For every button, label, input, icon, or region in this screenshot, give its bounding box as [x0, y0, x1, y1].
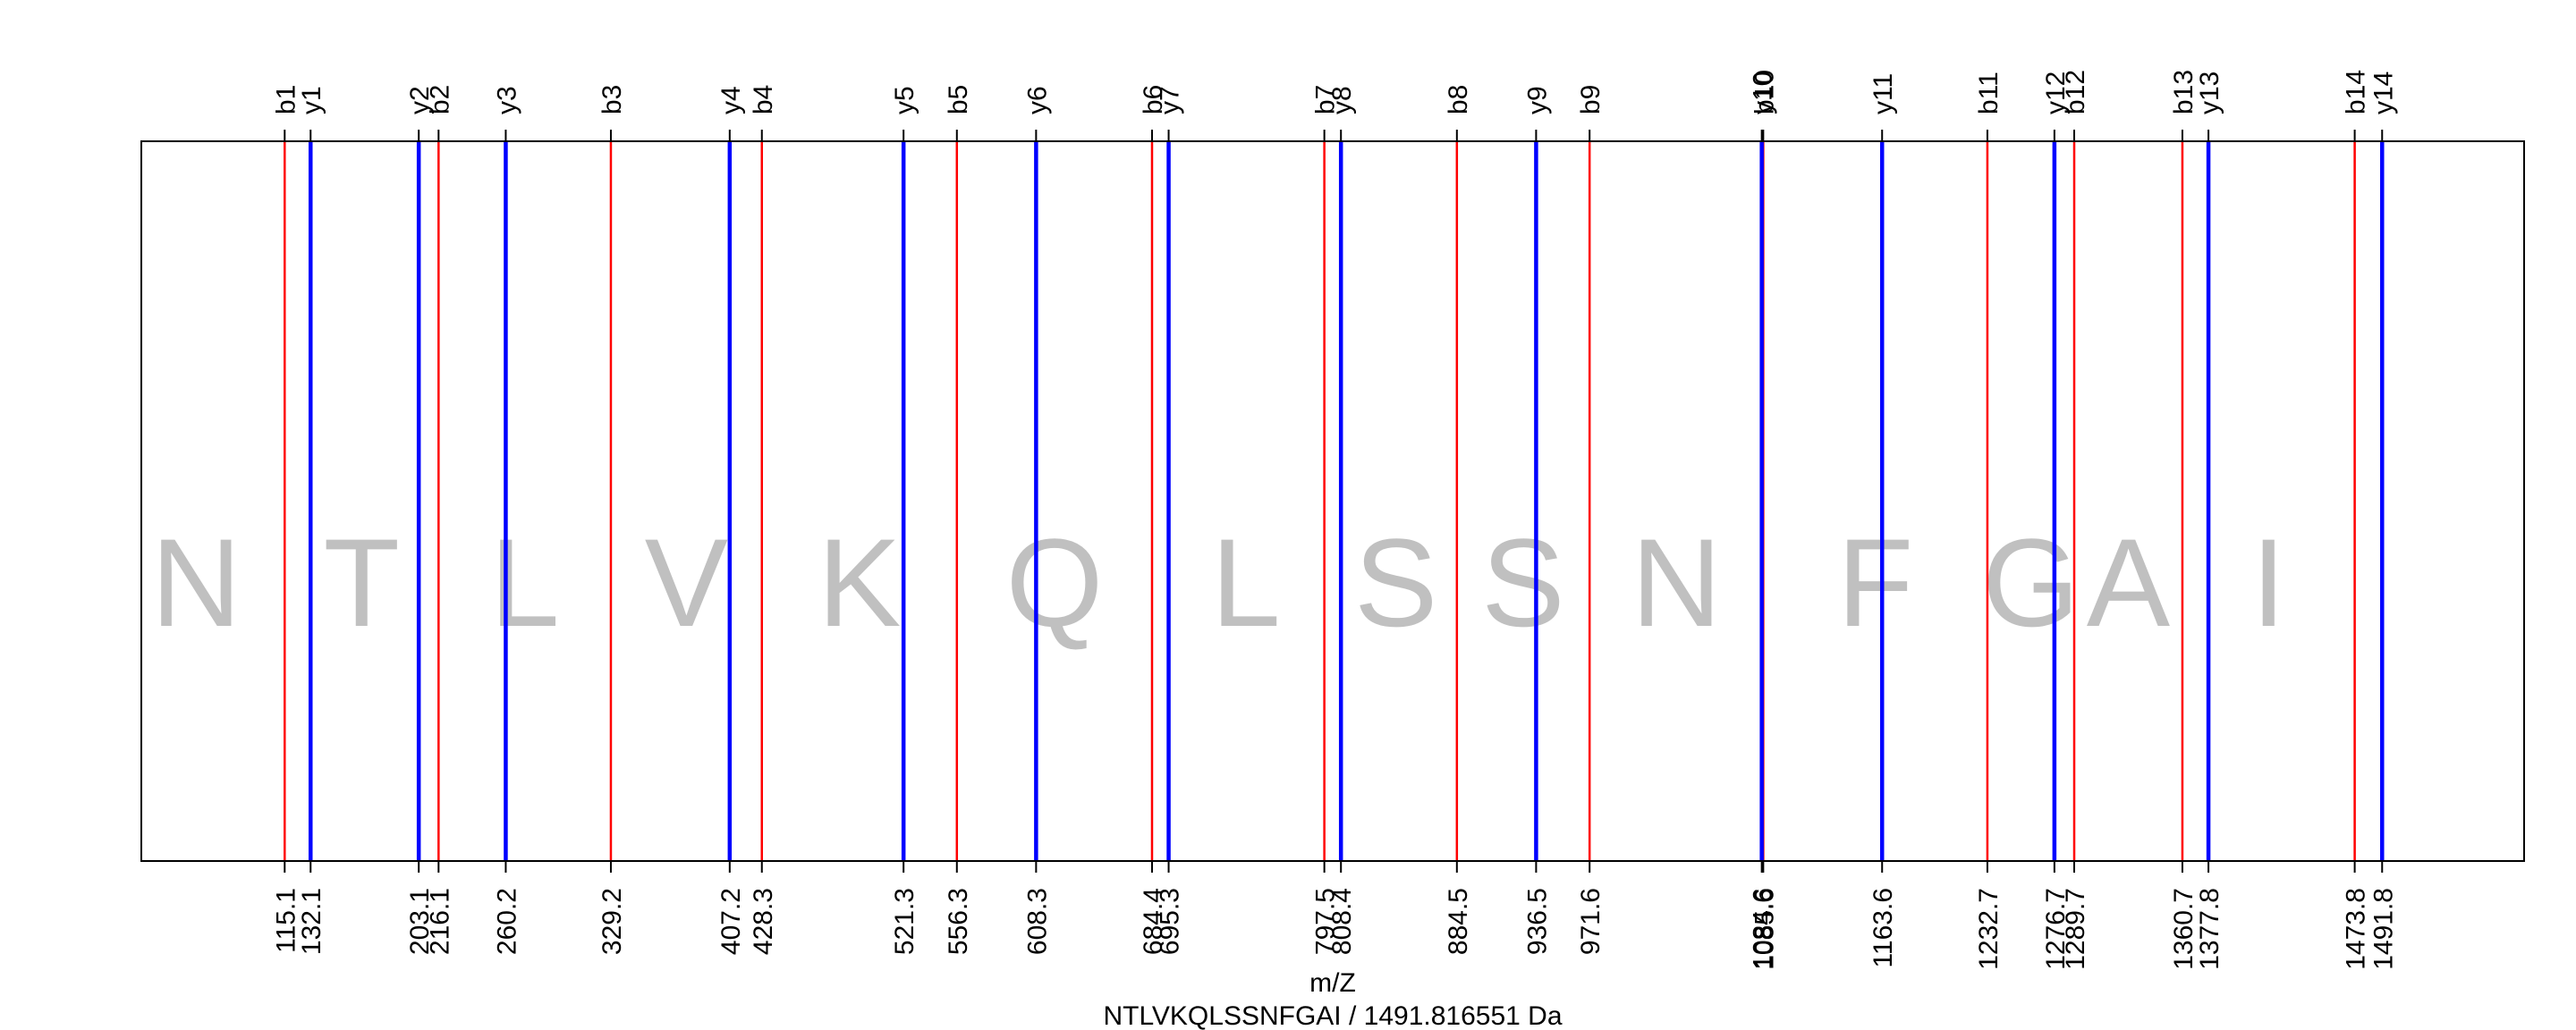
b-ion-mz-label: 216.1 — [425, 888, 454, 955]
b-ion-name-label: b6 — [1139, 85, 1168, 114]
ion-labels: b1 115.1 b2 216.1 b3 329.2 b4 428.3 b5 556.3 b6 684… — [271, 70, 2398, 970]
y-ion-name-label: y3 — [492, 86, 521, 114]
b-ion-name-label: b14 — [2342, 70, 2371, 114]
b-ion-mz-label: 556.3 — [944, 888, 973, 955]
residue-letter: G — [1982, 512, 2080, 653]
ion-lines — [284, 141, 2385, 861]
y-ion-name-label: y6 — [1022, 86, 1052, 114]
b-ion-mz-label: 884.5 — [1444, 888, 1473, 955]
y-ion-name-label: y11 — [1868, 73, 1898, 114]
y-ion-mz-label: 1163.6 — [1868, 888, 1898, 968]
residue-letter: I — [2251, 512, 2286, 653]
b-ion-mz-label: 428.3 — [749, 888, 778, 955]
residue-letter: F — [1837, 512, 1914, 653]
y-ion-name-label: y7 — [1156, 86, 1185, 114]
b-ion-name-label: b2 — [425, 85, 454, 114]
b-ion-mz-label: 1085.6 — [1750, 888, 1779, 970]
y-ion-name-label: y4 — [716, 86, 746, 114]
residue-letter: K — [818, 512, 901, 653]
residue-letter: T — [324, 512, 401, 653]
b-ion-name-label: b13 — [2169, 70, 2199, 114]
y-ion-mz-label: 260.2 — [492, 888, 521, 955]
y-ion-mz-label: 1276.7 — [2041, 888, 2071, 970]
y-ion-name-label: y1 — [297, 86, 326, 114]
y-ion-name-label: y13 — [2195, 72, 2224, 114]
b-ion-name-label: b10 — [1750, 70, 1779, 114]
residue-letter: L — [1211, 512, 1281, 653]
b-ion-name-label: b5 — [944, 85, 973, 114]
b-ion-name-label: b4 — [749, 85, 778, 114]
plot-frame — [140, 140, 2525, 862]
b-ion-mz-label: 1473.8 — [2342, 888, 2371, 970]
b-ion-name-label: b1 — [271, 85, 301, 114]
b-ion-name-label: b9 — [1576, 85, 1606, 114]
residue-letter: A — [2087, 512, 2171, 653]
b-ion-mz-label: 1289.7 — [2061, 888, 2090, 970]
y-ion-name-label: y5 — [890, 86, 919, 114]
y-ion-mz-label: 1377.8 — [2195, 888, 2224, 970]
y-ion-mz-label: 132.1 — [297, 888, 326, 955]
b-ion-name-label: b11 — [1974, 72, 2004, 114]
y-ion-name-label: y10 — [1749, 72, 1778, 114]
b-ion-mz-label: 1360.7 — [2169, 888, 2199, 970]
y-ion-name-label: y12 — [2041, 72, 2071, 114]
y-ion-mz-label: 203.1 — [405, 888, 435, 955]
residue-letter: L — [490, 512, 560, 653]
y-ion-mz-label: 407.2 — [716, 888, 746, 955]
residue-letter: S — [1354, 512, 1437, 653]
residue-letter: S — [1481, 512, 1564, 653]
residue-letter: N — [151, 512, 242, 653]
y-ion-mz-label: 1491.8 — [2368, 888, 2398, 970]
residue-letter: V — [645, 512, 728, 653]
x-axis-label: m/Z — [1309, 968, 1356, 998]
b-ion-name-label: b12 — [2061, 70, 2090, 114]
b-ion-name-label: b8 — [1444, 85, 1473, 114]
y-ion-mz-label: 521.3 — [890, 888, 919, 955]
b-ion-mz-label: 115.1 — [271, 888, 301, 953]
y-ion-mz-label: 808.4 — [1327, 888, 1357, 955]
b-ion-mz-label: 329.2 — [597, 888, 627, 955]
b-ion-mz-label: 971.6 — [1576, 888, 1606, 955]
chart-title: NTLVKQLSSNFGAI / 1491.816551 Da — [1103, 1001, 1562, 1030]
residue-letter: N — [1631, 512, 1722, 653]
b-ion-mz-label: 1232.7 — [1974, 888, 2004, 970]
b-ion-name-label: b3 — [597, 85, 627, 114]
y-ion-mz-label: 608.3 — [1022, 888, 1052, 955]
y-ion-name-label: y9 — [1522, 86, 1552, 114]
y-ion-name-label: y8 — [1327, 86, 1357, 114]
residue-letter: Q — [1006, 512, 1104, 653]
y-ion-name-label: y2 — [405, 86, 435, 114]
b-ion-name-label: b7 — [1311, 85, 1341, 114]
y-ion-name-label: y14 — [2368, 72, 2398, 114]
b-ion-mz-label: 797.5 — [1311, 888, 1341, 955]
y-ion-mz-label: 936.5 — [1522, 888, 1552, 955]
y-ion-mz-label: 695.3 — [1156, 888, 1185, 955]
b-ion-mz-label: 684.4 — [1139, 888, 1168, 955]
y-ion-mz-label: 1084.6 — [1749, 888, 1778, 970]
